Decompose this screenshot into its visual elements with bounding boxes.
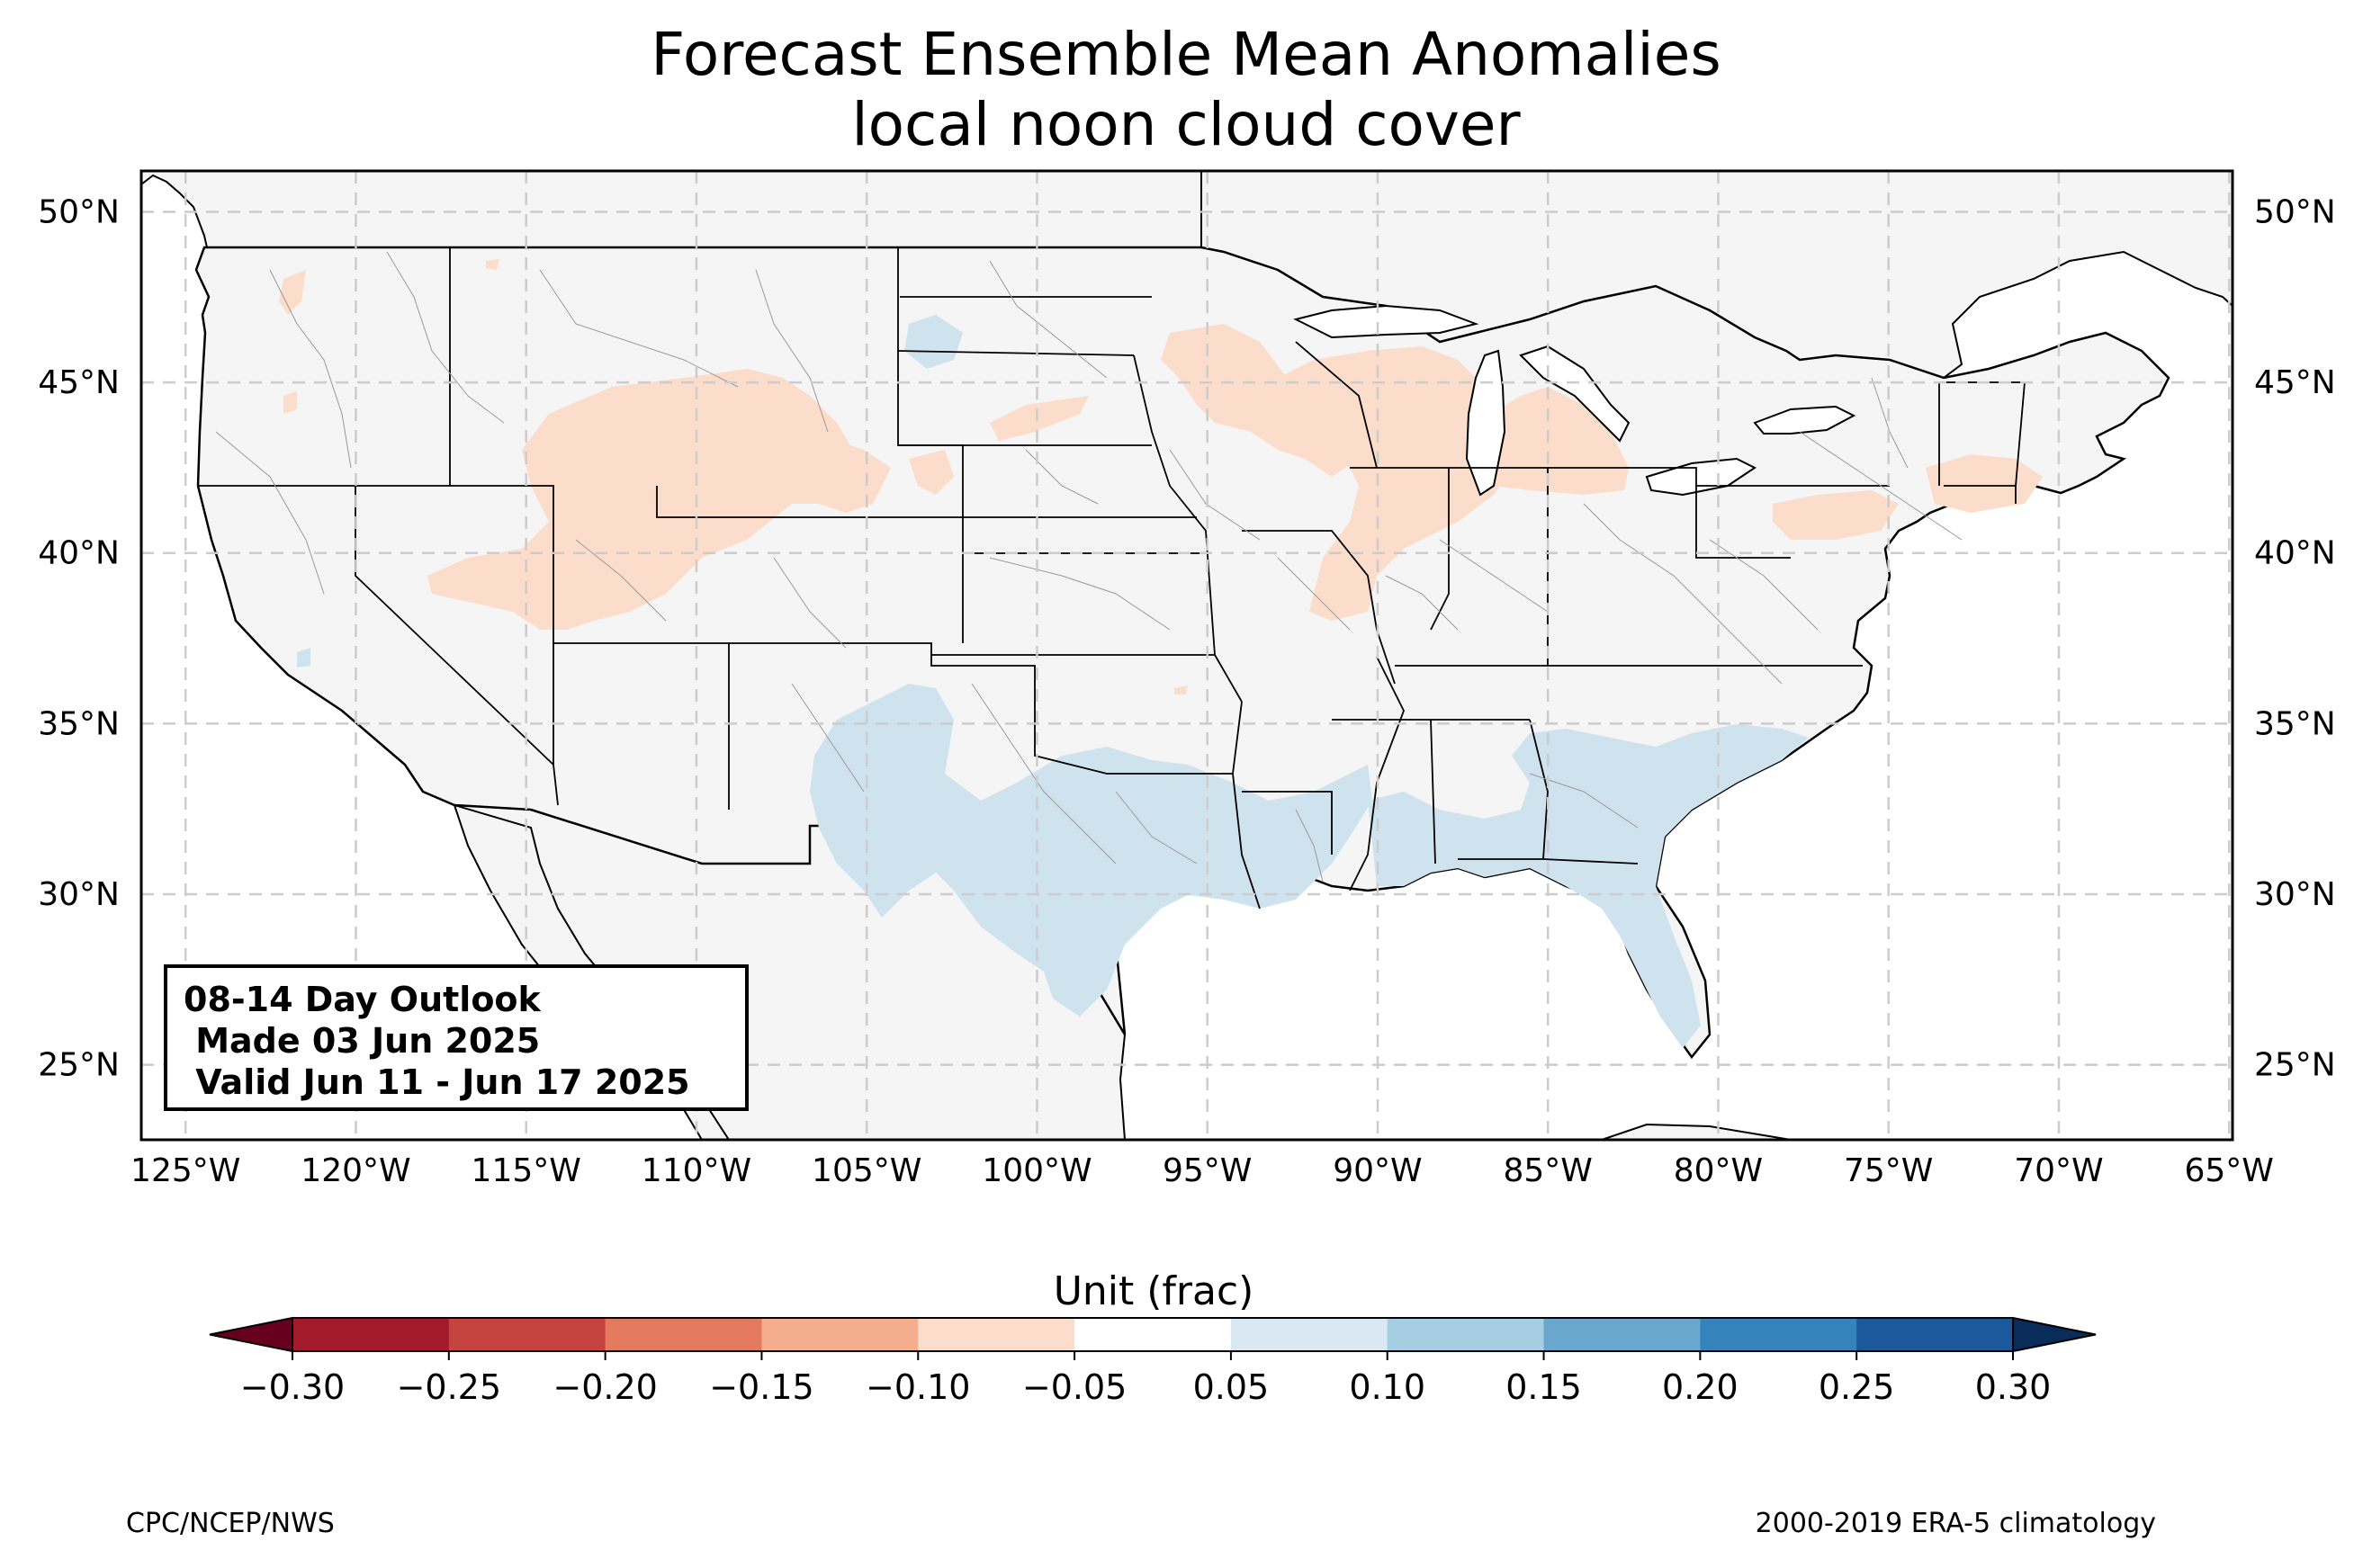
colorbar-under-arrow (209, 1316, 293, 1353)
lat-tick-label-right: 40°N (2254, 535, 2336, 572)
colorbar-tick-label: −0.25 (397, 1367, 501, 1407)
outlook-period: 08-14 Day Outlook (184, 980, 541, 1019)
colorbar-segment (448, 1318, 606, 1351)
lat-tick-label-right: 45°N (2254, 364, 2336, 401)
colorbar-segment (292, 1318, 450, 1351)
colorbar-tick-label: −0.10 (866, 1367, 970, 1407)
lon-tick-label: 100°W (982, 1152, 1092, 1189)
colorbar-segment (1543, 1318, 1701, 1351)
colorbar-segment (1387, 1318, 1545, 1351)
lon-tick-label: 120°W (301, 1152, 410, 1189)
longitude-labels: 125°W 120°W 115°W 110°W 105°W 100°W 95°W 90°W 85… (130, 1152, 2274, 1189)
lon-tick-label: 105°W (812, 1152, 921, 1189)
map-title: Forecast Ensemble Mean Anomalies (651, 20, 1721, 89)
lat-tick-label-left: 25°N (38, 1047, 120, 1084)
lon-tick-label: 80°W (1674, 1152, 1763, 1189)
lat-tick-label-left: 50°N (38, 194, 120, 231)
lon-tick-label: 85°W (1504, 1152, 1593, 1189)
positive-anomaly-areas (297, 315, 1809, 1048)
made-date: Made 03 Jun 2025 (184, 1021, 541, 1061)
lat-tick-label-right: 35°N (2254, 705, 2336, 742)
colorbar-segment (761, 1318, 919, 1351)
canada-land (141, 171, 1202, 248)
lon-tick-label: 75°W (1844, 1152, 1933, 1189)
colorbar-tick-label: 0.10 (1349, 1367, 1425, 1407)
colorbar-segment (605, 1318, 762, 1351)
lat-tick-label-right: 25°N (2254, 1047, 2336, 1084)
colorbar-tick-label: 0.25 (1819, 1367, 1895, 1407)
colorbar-outline (292, 1317, 2014, 1352)
colorbar-labels: −0.30 −0.25 −0.20 −0.15 −0.10 −0.05 0.05 0.10 0.… (240, 1367, 2052, 1407)
colorbar-tick-label: −0.30 (240, 1367, 345, 1407)
colorbar-over-arrow (2012, 1316, 2097, 1353)
valid-range: Valid Jun 11 - Jun 17 2025 (184, 1062, 690, 1102)
colorbar-title: Unit (frac) (1054, 1268, 1254, 1314)
lon-tick-label: 65°W (2185, 1152, 2274, 1189)
colorbar-tick-label: 0.30 (1975, 1367, 2052, 1407)
colorbar-tick-label: 0.20 (1662, 1367, 1739, 1407)
lon-tick-label: 95°W (1163, 1152, 1252, 1189)
cuba-land (1601, 1123, 1792, 1140)
lat-tick-label-left: 40°N (38, 535, 120, 572)
colorbar-segment (1700, 1318, 1857, 1351)
latitude-labels-right: 50°N 45°N 40°N 35°N 30°N 25°N (2254, 194, 2336, 1084)
lat-tick-label-right: 30°N (2254, 876, 2336, 913)
lon-tick-label: 70°W (2014, 1152, 2103, 1189)
map-subtitle: local noon cloud cover (851, 90, 1521, 159)
colorbar-segment (1856, 1318, 2014, 1351)
lat-tick-label-left: 45°N (38, 364, 120, 401)
colorbar-tick-label: 0.05 (1193, 1367, 1270, 1407)
colorbar (209, 1316, 2097, 1360)
colorbar-segment (1230, 1318, 1388, 1351)
lat-tick-label-right: 50°N (2254, 194, 2336, 231)
outlook-info-box: 08-14 Day Outlook Made 03 Jun 2025 Valid… (164, 964, 749, 1111)
lon-tick-label: 90°W (1333, 1152, 1422, 1189)
footer-climatology: 2000-2019 ERA-5 climatology (1755, 1508, 2156, 1539)
colorbar-segment (1074, 1318, 1232, 1351)
map-frame (139, 169, 2234, 1142)
colorbar-tick-label: −0.05 (1022, 1367, 1127, 1407)
latitude-labels-left: 50°N 45°N 40°N 35°N 30°N 25°N (38, 194, 120, 1084)
state-borders (198, 246, 2026, 909)
lon-tick-label: 125°W (130, 1152, 240, 1189)
footer-source: CPC/NCEP/NWS (126, 1508, 335, 1539)
lon-tick-label: 110°W (642, 1152, 751, 1189)
lon-tick-label: 115°W (472, 1152, 581, 1189)
lat-tick-label-left: 35°N (38, 705, 120, 742)
lat-tick-label-left: 30°N (38, 876, 120, 913)
colorbar-tick-label: 0.15 (1505, 1367, 1582, 1407)
colorbar-tick-label: −0.20 (553, 1367, 657, 1407)
colorbar-tick-label: −0.15 (709, 1367, 813, 1407)
colorbar-segment (918, 1318, 1075, 1351)
